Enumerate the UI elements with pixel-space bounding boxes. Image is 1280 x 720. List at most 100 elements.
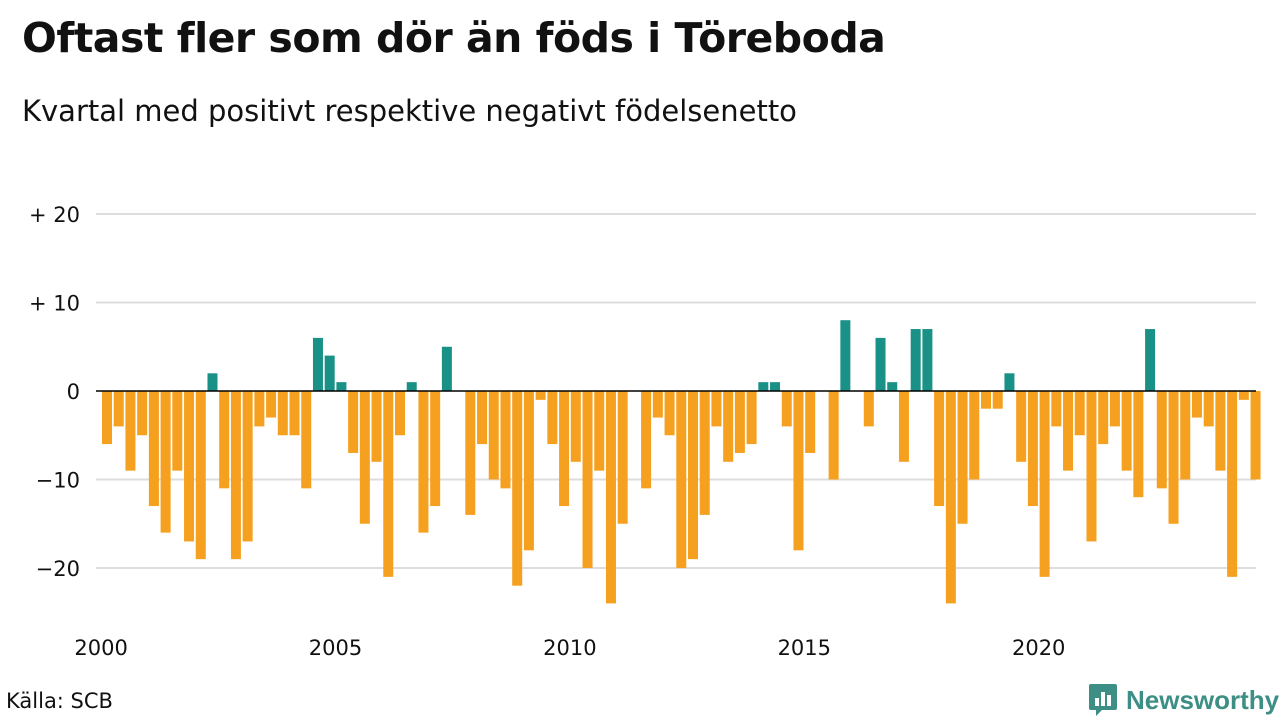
bar-negative [652,391,663,418]
bar-negative [1098,391,1109,445]
bar-negative [1074,391,1085,436]
bar-negative [535,391,546,400]
bar-negative [172,391,183,471]
bar-negative [1121,391,1132,471]
x-tick-label: 2010 [543,636,596,660]
bar-negative [1227,391,1238,577]
bar-negative [184,391,195,542]
bar-negative [277,391,288,436]
bar-negative [395,391,405,436]
bar-negative [969,391,980,480]
bar-negative [1250,391,1261,480]
bar-negative [383,391,394,577]
bar-negative [664,391,675,436]
bar-negative [512,391,523,586]
bar-negative [1133,391,1144,498]
chart-title: Oftast fler som dör än föds i Töreboda [22,14,886,62]
bar-negative [488,391,499,480]
bar-negative [254,391,265,427]
bar-negative [1156,391,1167,489]
bars [102,320,1261,604]
bar-negative [793,391,804,551]
bar-negative [617,391,628,524]
bar-negative [641,391,652,489]
bar-negative [863,391,874,427]
bar-negative [1191,391,1202,418]
bar-negative [992,391,1003,409]
bar-negative [746,391,757,445]
bar-negative [125,391,136,471]
bar-negative [465,391,476,515]
bar-positive [441,346,452,391]
bar-negative [981,391,991,409]
bar-negative [594,391,605,471]
bar-negative [430,391,441,507]
bar-negative [688,391,698,560]
bar-negative [734,391,745,453]
bar-negative [477,391,488,445]
bar-negative [359,391,370,524]
bar-negative [266,391,277,418]
bar-negative [102,391,112,445]
bar-positive [887,382,898,391]
bar-negative [828,391,839,480]
chart-subtitle: Kvartal med positivt respektive negativt… [22,94,797,128]
bar-negative [219,391,230,489]
bar-negative [957,391,968,524]
bar-negative [1027,391,1038,507]
y-tick-label: + 10 [29,292,80,316]
y-tick-label: −10 [36,469,80,493]
bar-negative [898,391,909,462]
bar-negative [289,391,300,436]
bar-positive [758,382,769,391]
bar-negative [805,391,816,453]
bar-negative [1039,391,1050,577]
bar-negative [371,391,382,462]
bar-chart-speech-bubble-icon [1089,684,1117,716]
bar-negative [781,391,792,427]
y-tick-label: −20 [36,557,80,581]
x-tick-label: 2015 [778,636,831,660]
gridlines [96,213,1256,569]
bar-positive [324,355,335,391]
brand-name: Newsworthy [1126,684,1280,715]
bar-positive [336,382,347,391]
bar-negative [1215,391,1226,471]
bar-negative [1203,391,1214,427]
bar-negative [1180,391,1191,480]
bar-positive [207,373,218,391]
bar-negative [500,391,511,489]
bar-negative [934,391,945,507]
bar-negative [160,391,171,533]
bar-negative [1016,391,1027,462]
x-tick-label: 2005 [309,636,362,660]
bar-negative [148,391,159,507]
bar-negative [348,391,359,453]
bar-negative [230,391,241,560]
bar-positive [1145,329,1156,391]
bar-negative [582,391,593,568]
bar-negative [699,391,710,515]
bar-positive [770,382,781,391]
bar-negative [1238,391,1249,400]
bar-negative [523,391,534,551]
bar-negative [301,391,312,489]
x-tick-label: 2000 [74,636,127,660]
bar-negative [1086,391,1097,542]
bar-positive [922,329,933,391]
axis-labels: + 20 + 10 0 −10 −20 2000 2005 2010 2015 2020 [29,203,1065,660]
bar-positive [840,320,851,391]
bar-negative [242,391,253,542]
bar-negative [547,391,558,445]
bar-negative [1063,391,1074,471]
bar-positive [910,329,921,391]
bar-negative [195,391,206,560]
brand-logo[interactable]: Newsworthy [1088,682,1279,718]
bar-negative [723,391,734,462]
x-tick-label: 2020 [1012,636,1065,660]
bar-negative [1109,391,1120,427]
bar-positive [406,382,417,391]
bar-positive [312,337,323,391]
bar-negative [418,391,429,533]
